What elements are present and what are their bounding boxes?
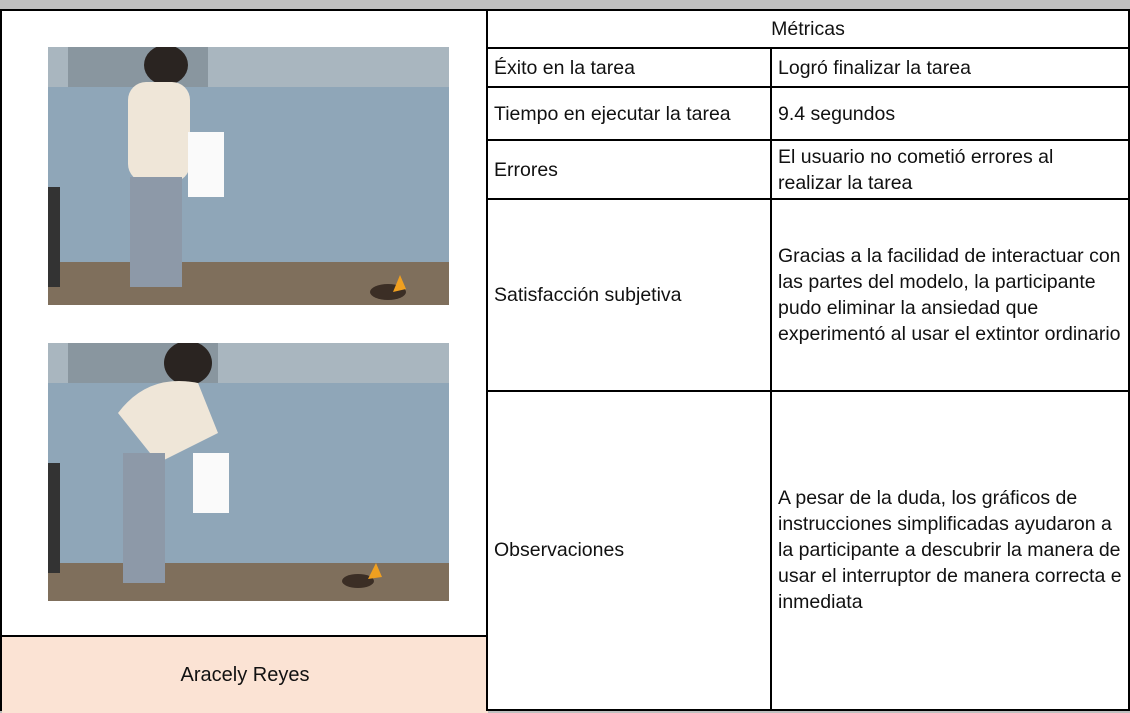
table-row: Errores El usuario no cometió errores al … <box>486 139 1130 200</box>
participant-name: Aracely Reyes <box>2 635 488 713</box>
metric-value: El usuario no cometió errores al realiza… <box>770 139 1130 200</box>
metric-value: Logró finalizar la tarea <box>770 46 1130 89</box>
table-row: Observaciones A pesar de la duda, los grá… <box>486 389 1130 712</box>
metric-name: Éxito en la tarea <box>486 46 772 89</box>
photo <box>48 343 449 601</box>
photo <box>48 47 449 305</box>
table-header: Métricas <box>486 9 1130 49</box>
metric-value: A pesar de la duda, los gráficos de inst… <box>770 389 1130 712</box>
metric-name: Tiempo en ejecutar la tarea <box>486 86 772 142</box>
table-row: Satisfacción subjetiva Gracias a la facil… <box>486 197 1130 392</box>
table-row: Tiempo en ejecutar la tarea 9.4 segundos <box>486 86 1130 142</box>
metric-name: Observaciones <box>486 389 772 712</box>
metric-value: 9.4 segundos <box>770 86 1130 142</box>
metric-name: Errores <box>486 139 772 200</box>
table-row: Éxito en la tarea Logró finalizar la tare… <box>486 46 1130 89</box>
document: Aracely Reyes Métricas Éxito en la tarea… <box>0 9 1130 713</box>
metric-value: Gracias a la facilidad de interactuar co… <box>770 197 1130 392</box>
metrics-table: Métricas Éxito en la tarea Logró finaliza… <box>486 9 1130 712</box>
table-body: Éxito en la tarea Logró finalizar la tare… <box>486 46 1130 712</box>
metric-name: Satisfacción subjetiva <box>486 197 772 392</box>
photo-column: Aracely Reyes <box>0 9 488 713</box>
